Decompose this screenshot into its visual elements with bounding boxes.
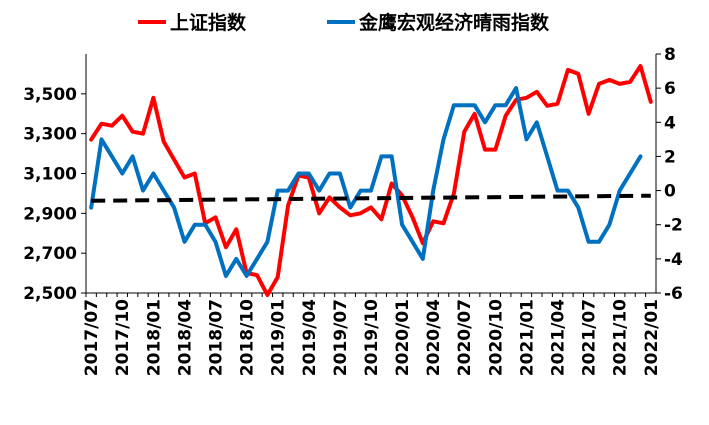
- x-tick-label: 2019/07: [331, 299, 351, 376]
- x-tick-label: 2020/04: [424, 299, 444, 376]
- legend-label-golden-eagle-index: 金鹰宏观经济晴雨指数: [358, 11, 550, 34]
- series-lines: [89, 64, 653, 297]
- trend-line: [91, 193, 651, 203]
- right-tick-label: -6: [664, 284, 683, 304]
- right-tick-label: 0: [664, 182, 676, 202]
- x-tick-label: 2018/01: [144, 299, 164, 376]
- left-tick-label: 2,900: [23, 204, 77, 224]
- x-tick-label: 2019/01: [269, 299, 289, 376]
- x-tick-label: 2022/01: [642, 299, 662, 376]
- right-tick-label: -4: [664, 250, 683, 270]
- x-tick-label: 2017/10: [113, 299, 133, 376]
- x-tick-label: 2020/10: [486, 299, 506, 376]
- x-tick-label: 2020/01: [393, 299, 413, 376]
- shanghai-index-line: [89, 64, 653, 297]
- x-tick-label: 2018/07: [206, 299, 226, 376]
- left-tick-label: 2,500: [23, 284, 77, 304]
- x-tick-label: 2018/04: [175, 299, 195, 376]
- x-tick-label: 2021/01: [517, 299, 537, 376]
- legend-label-shanghai-index: 上证指数: [170, 11, 247, 34]
- x-tick-label: 2019/04: [300, 299, 320, 376]
- x-tick-label: 2020/07: [455, 299, 475, 376]
- x-tick-label: 2017/07: [82, 299, 102, 376]
- right-tick-label: 4: [664, 113, 676, 133]
- axes: 2,500 2,700 2,900 3,100 3,300 3,500 -6 -4 -2 0 2 4 6…: [23, 45, 683, 376]
- left-tick-label: 2,700: [23, 244, 77, 264]
- x-tick-label: 2021/04: [548, 299, 568, 376]
- right-tick-label: 8: [664, 45, 676, 65]
- x-tick-label: 2021/07: [580, 299, 600, 376]
- x-tick-label: 2021/10: [611, 299, 631, 376]
- legend: 上证指数 金鹰宏观经济晴雨指数: [138, 11, 550, 34]
- left-tick-label: 3,100: [23, 165, 77, 185]
- golden-eagle-index-line: [89, 86, 643, 278]
- right-tick-label: 2: [664, 147, 676, 167]
- left-tick-label: 3,500: [23, 85, 77, 105]
- x-tick-label: 2018/10: [238, 299, 258, 376]
- left-tick-label: 3,300: [23, 125, 77, 145]
- x-tick-label: 2019/10: [362, 299, 382, 376]
- right-tick-label: -2: [664, 216, 683, 236]
- right-tick-label: 6: [664, 79, 676, 99]
